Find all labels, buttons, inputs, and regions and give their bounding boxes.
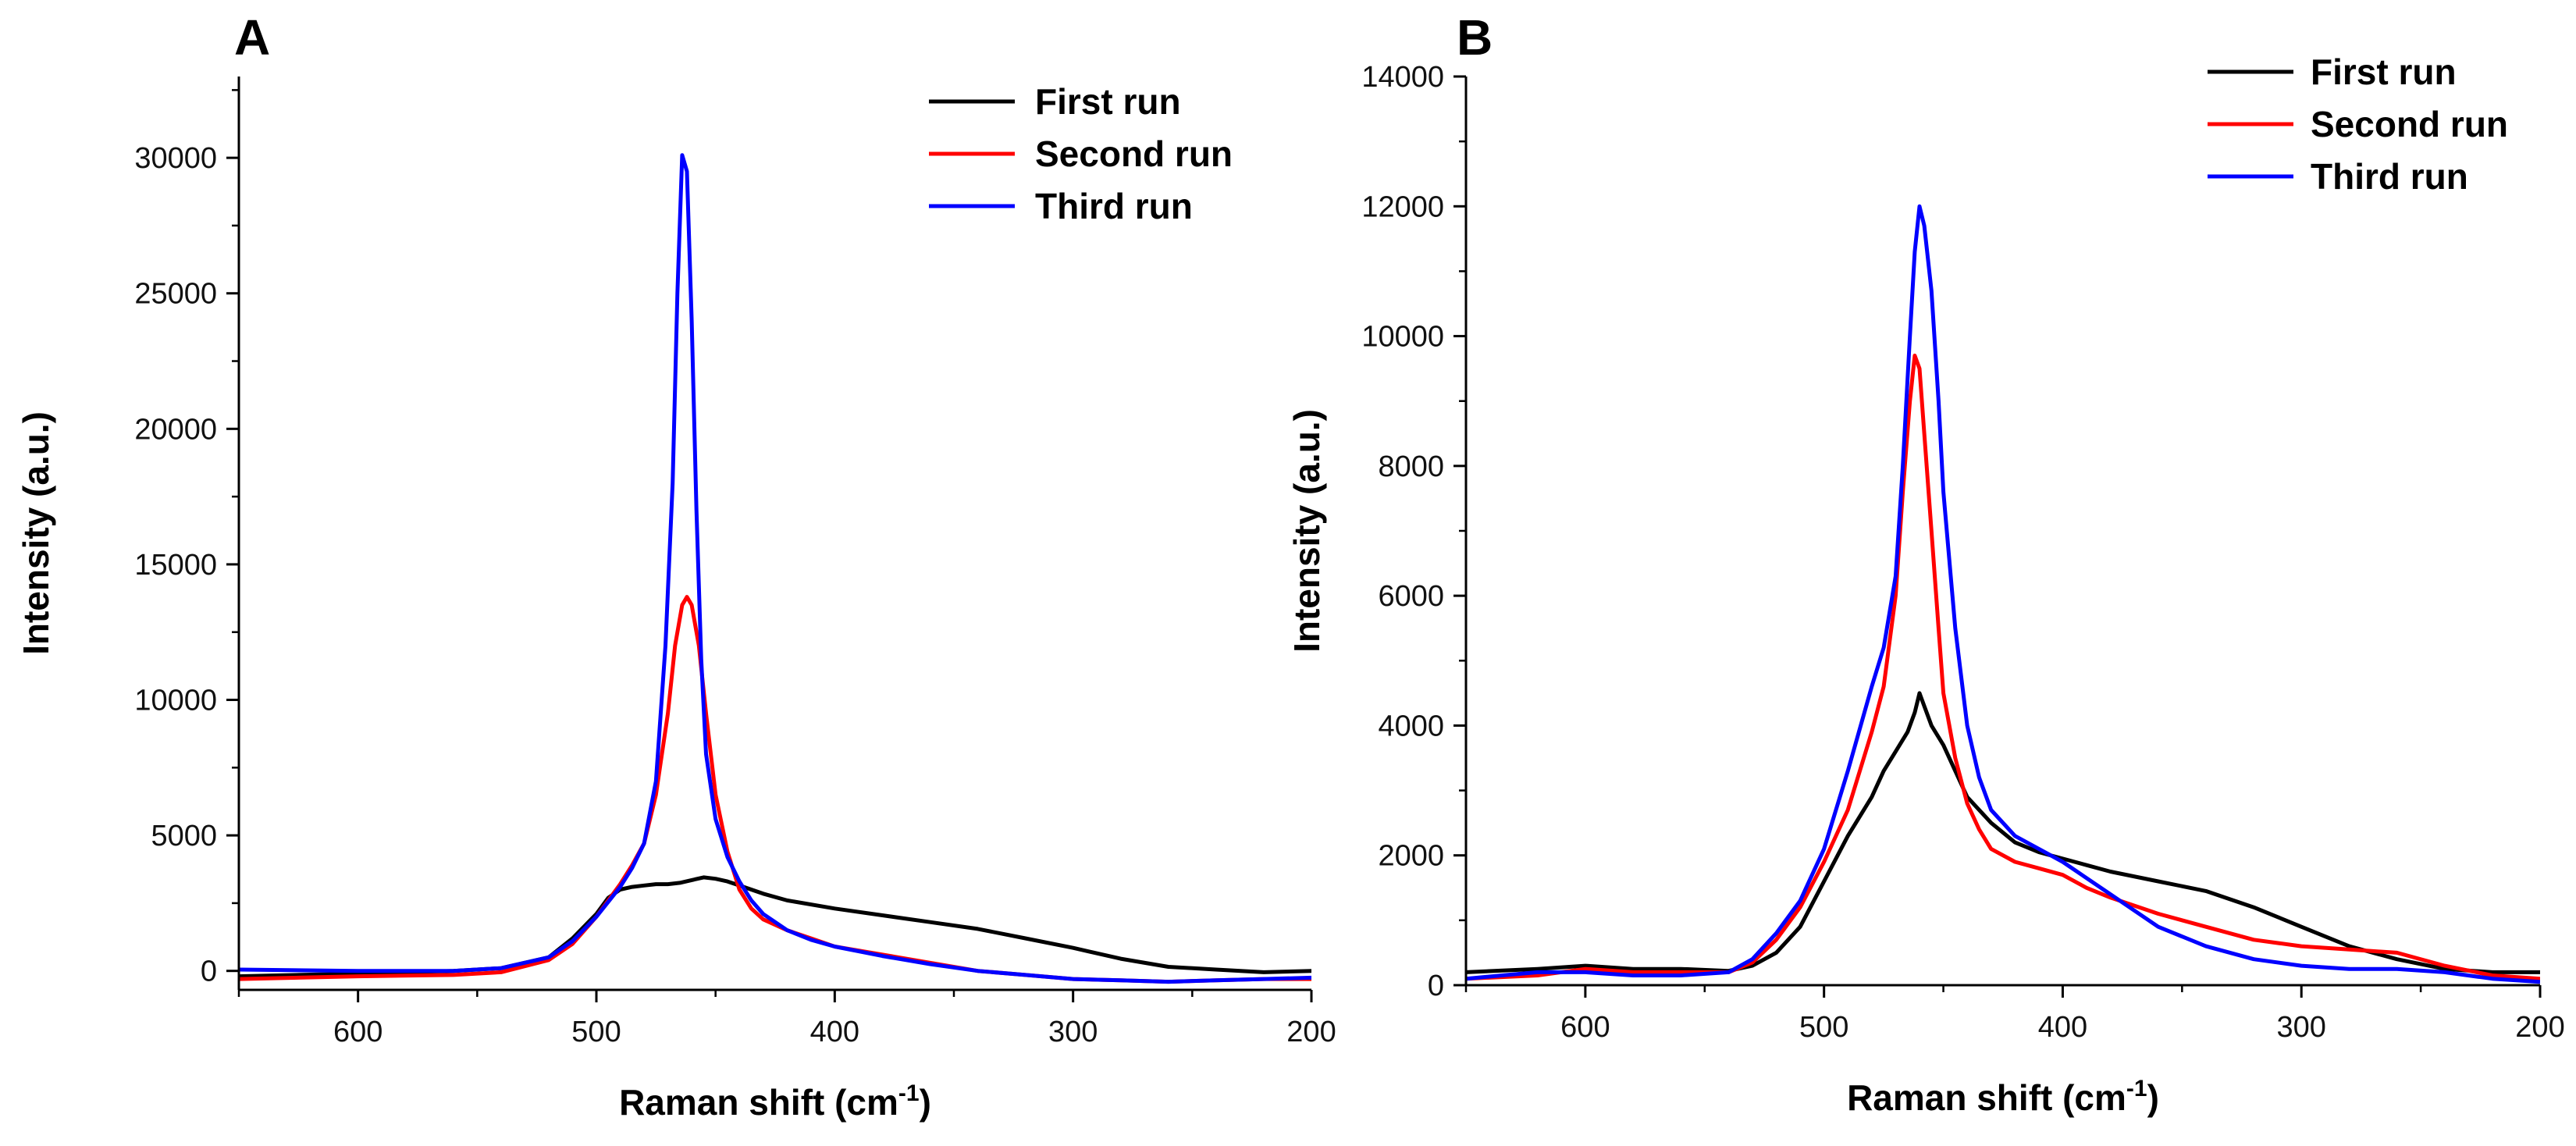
panel-a-x-tick-label: 300 <box>1048 1016 1098 1048</box>
panel-a-legend-label-second-run: Second run <box>1035 133 1233 174</box>
panel-a-y-tick-label: 25000 <box>134 278 217 311</box>
panel-b-y-tick-label: 6000 <box>1378 580 1444 613</box>
panel-a-y-tick-label: 5000 <box>151 820 217 852</box>
panel-b-legend-label-first-run: First run <box>2311 52 2457 92</box>
panel-b-y-tick-label: 4000 <box>1378 710 1444 742</box>
panel-b-legend-label-third-run: Third run <box>2311 156 2468 197</box>
panel-b-letter: B <box>1457 9 1493 66</box>
panel-a-x-tick-label: 400 <box>810 1016 859 1048</box>
panel-b-legend-label-second-run: Second run <box>2311 104 2508 144</box>
panel-b-series-line-third-run <box>1466 204 2540 984</box>
panel-b-series-line-second-run <box>1466 354 2540 981</box>
panel-b-x-axis-title: Raman shift (cm-1) <box>1847 1076 2159 1118</box>
panel-b-y-tick-label: 10000 <box>1361 321 1444 354</box>
panel-a-x-tick-label: 500 <box>571 1016 621 1048</box>
panel-a-legend-label-third-run: Third run <box>1035 186 1193 226</box>
panel-a-y-tick-label: 20000 <box>134 413 217 446</box>
panel-a-letter: A <box>234 9 270 66</box>
panel-b-x-tick-label: 600 <box>1560 1011 1610 1044</box>
panel-a-y-tick-label: 15000 <box>134 549 217 582</box>
panel-b-series-line-first-run <box>1466 691 2540 974</box>
panel-b-y-tick-label: 14000 <box>1361 61 1444 94</box>
panel-a-y-tick-label: 0 <box>201 956 217 988</box>
panel-b-x-tick-label: 300 <box>2277 1011 2326 1044</box>
panel-a-chart: A 600 500 400 300 200 0 5000 10000 15000 20000 2500… <box>16 9 1336 1123</box>
panel-b-series-group <box>1466 204 2540 984</box>
panel-b-y-tick-label: 2000 <box>1378 840 1444 873</box>
panel-b-y-tick-label: 12000 <box>1361 190 1444 223</box>
panel-a-y-tick-label: 10000 <box>134 685 217 717</box>
panel-b-y-axis-title: Intensity (a.u.) <box>1286 409 1327 653</box>
panel-b-x-tick-label: 400 <box>2038 1011 2087 1044</box>
panel-a-legend-label-first-run: First run <box>1035 81 1181 122</box>
panel-b-x-tick-label: 200 <box>2515 1011 2564 1044</box>
panel-b-x-tick-label: 500 <box>1799 1011 1848 1044</box>
panel-b-y-tick-label: 0 <box>1428 970 1444 1002</box>
panel-b-y-tick-label: 8000 <box>1378 450 1444 483</box>
panel-a-y-tick-label: 30000 <box>134 142 217 175</box>
panel-a-series-line-third-run <box>239 153 1311 984</box>
panel-a-x-axis-title: Raman shift (cm-1) <box>619 1080 931 1123</box>
panel-a-series-group <box>239 153 1311 984</box>
panel-a-x-tick-label: 200 <box>1286 1016 1336 1048</box>
panel-a-y-axis-title: Intensity (a.u.) <box>16 411 56 655</box>
panel-a-x-tick-label: 600 <box>333 1016 382 1048</box>
